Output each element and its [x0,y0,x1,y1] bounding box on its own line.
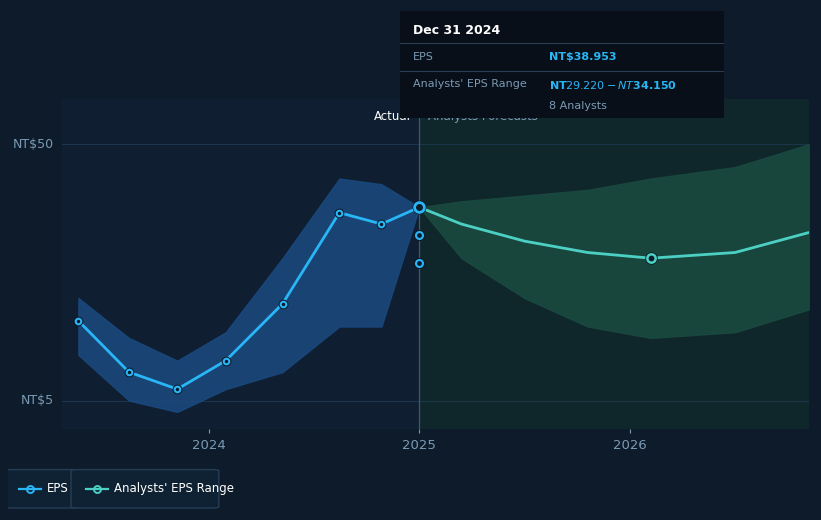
Bar [420,99,809,429]
Text: Dec 31 2024: Dec 31 2024 [413,24,500,37]
Text: NT$5: NT$5 [21,394,54,407]
FancyBboxPatch shape [71,470,218,508]
Text: NT$50: NT$50 [13,138,54,151]
Text: NT$38.953: NT$38.953 [549,52,617,62]
Text: NT$29.220 - NT$34.150: NT$29.220 - NT$34.150 [549,79,677,90]
Bar [62,99,420,429]
Text: Analysts Forecasts: Analysts Forecasts [428,110,538,123]
Text: EPS: EPS [47,483,69,495]
Text: 8 Analysts: 8 Analysts [549,101,607,111]
Text: EPS: EPS [413,52,433,62]
Text: Analysts' EPS Range: Analysts' EPS Range [413,79,526,88]
Text: Actual: Actual [374,110,411,123]
Text: Analysts' EPS Range: Analysts' EPS Range [113,483,233,495]
FancyBboxPatch shape [4,470,79,508]
